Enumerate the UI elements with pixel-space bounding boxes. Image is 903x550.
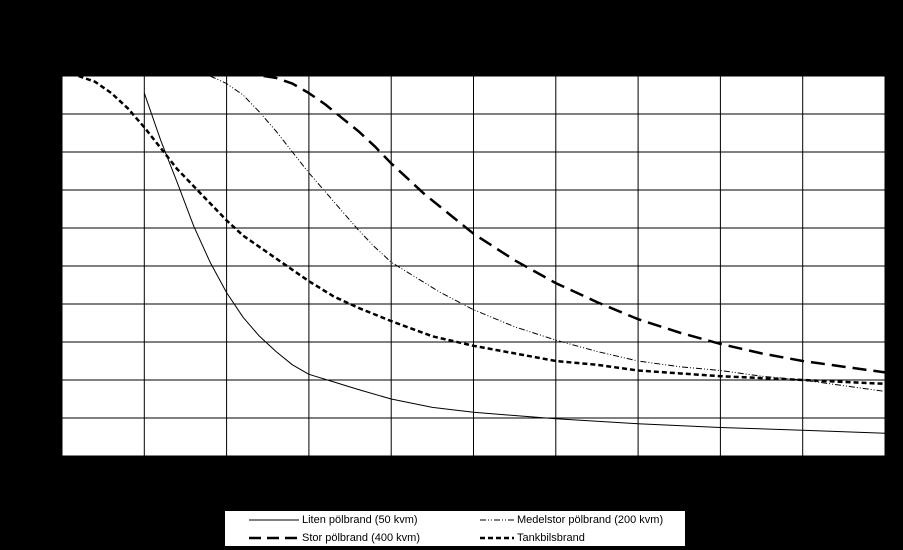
legend-label-liten: Liten pölbrand (50 kvm): [302, 514, 418, 526]
series-lines: [78, 74, 886, 434]
plot-border: [61, 75, 886, 457]
legend-swatch-short-dash: [480, 536, 514, 540]
series-line-liten: [143, 92, 886, 434]
series-line-medelstor: [209, 75, 886, 392]
series-line-tankbil: [78, 74, 886, 386]
legend-item-tankbil: Tankbilsbrand: [480, 532, 585, 544]
legend: Liten pölbrand (50 kvm) Medelstor pölbra…: [224, 510, 686, 547]
grid-lines: [62, 76, 885, 456]
legend-item-stor: Stor pölbrand (400 kvm): [249, 532, 420, 544]
legend-swatch-long-dash: [249, 536, 299, 540]
legend-item-medelstor: Medelstor pölbrand (200 kvm): [480, 514, 663, 526]
legend-swatch-dash-dot-dot: [480, 519, 514, 521]
legend-item-liten: Liten pölbrand (50 kvm): [249, 514, 418, 526]
legend-label-medelstor: Medelstor pölbrand (200 kvm): [517, 514, 664, 526]
legend-swatch-solid: [249, 519, 299, 521]
series-line-stor: [263, 74, 886, 374]
legend-label-stor: Stor pölbrand (400 kvm): [302, 532, 420, 544]
legend-label-tankbil: Tankbilsbrand: [517, 532, 585, 544]
